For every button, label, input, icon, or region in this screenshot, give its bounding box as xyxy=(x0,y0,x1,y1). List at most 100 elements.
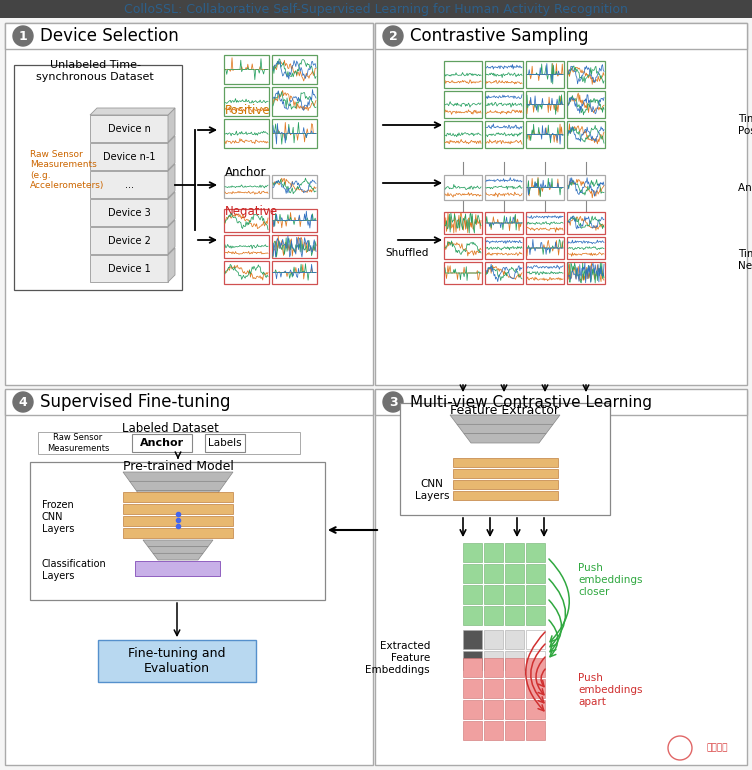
Bar xyxy=(90,227,168,254)
Bar xyxy=(526,585,545,604)
Bar xyxy=(526,651,545,670)
Text: 1: 1 xyxy=(19,29,27,42)
Circle shape xyxy=(383,26,403,46)
Text: 新军戒网: 新军戒网 xyxy=(706,743,728,752)
Bar xyxy=(567,121,605,148)
Text: Time-synchronized
Positive Samples: Time-synchronized Positive Samples xyxy=(738,114,752,136)
Bar xyxy=(484,658,503,677)
Bar xyxy=(375,390,747,765)
Bar xyxy=(224,209,269,232)
Text: Device 1: Device 1 xyxy=(108,263,150,273)
Bar xyxy=(505,543,524,562)
Bar xyxy=(5,23,373,49)
Bar xyxy=(272,261,317,284)
Polygon shape xyxy=(123,472,233,481)
Polygon shape xyxy=(168,220,175,254)
Polygon shape xyxy=(136,490,220,500)
Bar xyxy=(463,543,482,562)
Bar xyxy=(463,658,482,677)
Text: Device 2: Device 2 xyxy=(108,236,150,246)
Bar xyxy=(485,61,523,88)
Bar xyxy=(485,212,523,234)
Bar xyxy=(505,721,524,740)
Polygon shape xyxy=(168,248,175,282)
Text: Frozen
CNN
Layers: Frozen CNN Layers xyxy=(42,500,74,534)
Bar xyxy=(5,23,373,385)
Text: Device n-1: Device n-1 xyxy=(103,152,155,162)
Bar xyxy=(485,175,523,200)
Bar xyxy=(505,585,524,604)
Bar xyxy=(567,212,605,234)
Bar xyxy=(526,543,545,562)
Bar xyxy=(90,115,168,142)
Text: Shuffled: Shuffled xyxy=(385,248,429,258)
Bar xyxy=(224,175,269,198)
Bar xyxy=(484,700,503,719)
Bar xyxy=(123,528,233,538)
Polygon shape xyxy=(457,424,553,434)
Polygon shape xyxy=(464,434,546,443)
Bar xyxy=(463,651,482,670)
Bar xyxy=(444,121,482,148)
Text: Push
embeddings
apart: Push embeddings apart xyxy=(578,674,642,707)
Bar xyxy=(453,458,557,467)
Bar xyxy=(375,23,747,385)
Bar xyxy=(224,55,269,84)
Bar xyxy=(30,462,325,600)
Text: Device 3: Device 3 xyxy=(108,207,150,217)
Bar xyxy=(526,700,545,719)
Text: Anchor Samples: Anchor Samples xyxy=(738,183,752,193)
Bar xyxy=(375,389,747,415)
Bar xyxy=(0,0,752,18)
Bar xyxy=(224,235,269,258)
Bar xyxy=(453,469,557,478)
Bar xyxy=(444,237,482,259)
Text: ...: ... xyxy=(125,179,134,189)
Bar xyxy=(98,640,256,682)
Polygon shape xyxy=(168,192,175,226)
Bar xyxy=(463,606,482,625)
Text: Extracted
Feature
Embeddings: Extracted Feature Embeddings xyxy=(365,641,430,675)
Bar xyxy=(123,492,233,502)
Bar xyxy=(484,606,503,625)
Text: Device n: Device n xyxy=(108,123,150,133)
Bar xyxy=(272,87,317,116)
Bar xyxy=(5,390,373,765)
Bar xyxy=(485,262,523,284)
Text: Contrastive Sampling: Contrastive Sampling xyxy=(410,27,589,45)
Text: Multi-view Contrastive Learning: Multi-view Contrastive Learning xyxy=(410,394,652,410)
Bar xyxy=(526,262,564,284)
Bar xyxy=(526,606,545,625)
Bar xyxy=(90,171,168,198)
Bar xyxy=(567,61,605,88)
Bar xyxy=(484,679,503,698)
Bar xyxy=(505,658,524,677)
Bar xyxy=(5,389,373,415)
Text: CNN
Layers: CNN Layers xyxy=(415,479,450,500)
Bar xyxy=(567,91,605,118)
Text: Pre-trained Model: Pre-trained Model xyxy=(123,460,233,474)
Bar xyxy=(463,564,482,583)
Bar xyxy=(567,175,605,200)
Bar xyxy=(224,261,269,284)
Bar xyxy=(484,630,503,649)
Text: Device Selection: Device Selection xyxy=(40,27,179,45)
Bar xyxy=(400,403,610,515)
Bar xyxy=(375,23,747,49)
Polygon shape xyxy=(450,415,560,424)
Text: Labeled Dataset: Labeled Dataset xyxy=(122,421,218,434)
Bar xyxy=(453,491,557,500)
Bar xyxy=(505,564,524,583)
Bar xyxy=(505,630,524,649)
Bar xyxy=(453,480,557,489)
Polygon shape xyxy=(148,547,208,554)
Polygon shape xyxy=(168,164,175,198)
Bar xyxy=(135,561,220,576)
Bar xyxy=(526,237,564,259)
Polygon shape xyxy=(90,108,175,115)
Bar xyxy=(567,237,605,259)
Bar xyxy=(272,55,317,84)
Bar xyxy=(526,630,545,649)
Bar xyxy=(123,504,233,514)
Bar xyxy=(463,585,482,604)
